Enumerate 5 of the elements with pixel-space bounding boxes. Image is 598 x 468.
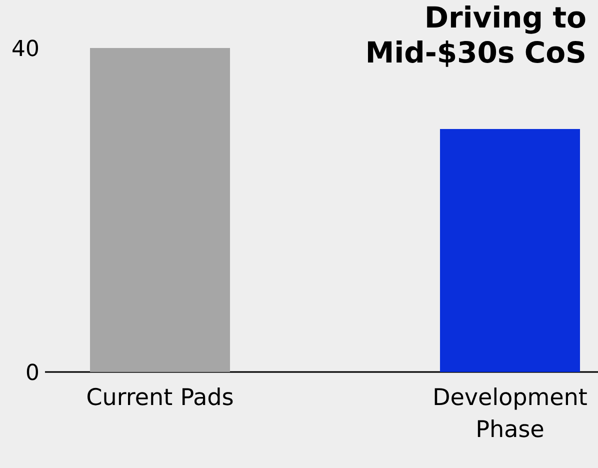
x-tick-label: Current Pads [88,388,233,406]
x-tick-label: Development Phase [434,388,587,438]
chart-title: Driving to Mid-$30s CoS [368,6,586,67]
y-tick-label: 0 [26,364,38,380]
y-tick-label: 40 [12,40,38,56]
